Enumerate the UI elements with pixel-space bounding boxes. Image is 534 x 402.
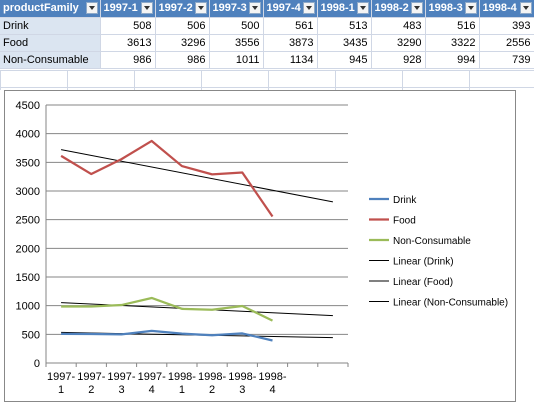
column-header-product-family[interactable]: productFamily	[0, 0, 101, 18]
legend-label: Linear (Food)	[393, 277, 453, 288]
chart-frame[interactable]: 0 500 1000 1500 2000 2500 3000 3500 4000 4500 1997…	[4, 90, 516, 402]
legend-label: Food	[393, 216, 416, 227]
filter-dropdown-icon[interactable]	[302, 2, 315, 14]
table-cell[interactable]: 393	[479, 17, 534, 35]
column-header-1997-2[interactable]: 1997-2	[155, 0, 210, 18]
table-cell[interactable]: 986	[155, 51, 210, 69]
y-tick-label: 2500	[16, 215, 40, 227]
x-tick-label: 2	[209, 384, 215, 396]
x-tick-label: 1997-	[138, 371, 166, 383]
row-label-cell[interactable]: Drink	[0, 17, 101, 35]
row-label-cell[interactable]: Food	[0, 34, 101, 52]
table-row: Food 3613 3296 3556 3873 3435 3290 3322 …	[0, 34, 534, 52]
x-tick-label: 1997-	[77, 371, 105, 383]
row-label-cell[interactable]: Non-Consumable	[0, 51, 101, 69]
table-header-row: productFamily 1997-1 1997-2 1997-3 1997-…	[0, 0, 534, 18]
x-tick-label: 1	[179, 384, 185, 396]
y-tick-label: 1500	[16, 272, 40, 284]
table-cell[interactable]: 3613	[100, 34, 156, 52]
y-tick-label: 1000	[16, 301, 40, 313]
column-header-1998-2[interactable]: 1998-2	[371, 0, 426, 18]
x-tick-label: 3	[239, 384, 245, 396]
y-tick-label: 500	[22, 329, 40, 341]
table-row: Non-Consumable 986 986 1011 1134 945 928…	[0, 51, 534, 69]
x-tick-label: 3	[118, 384, 124, 396]
column-header-label: 1998-2	[374, 2, 409, 15]
x-tick-label: 4	[269, 384, 275, 396]
table-cell[interactable]: 3290	[371, 34, 426, 52]
empty-grid-rows	[0, 70, 534, 90]
line-chart: 0 500 1000 1500 2000 2500 3000 3500 4000 4500 1997…	[16, 100, 509, 396]
table-cell[interactable]: 3556	[209, 34, 264, 52]
column-header-label: 1998-1	[320, 2, 355, 15]
table-cell[interactable]: 516	[425, 17, 480, 35]
table-cell[interactable]: 1134	[263, 51, 318, 69]
table-cell[interactable]: 513	[317, 17, 372, 35]
column-header-label: 1997-4	[266, 2, 301, 15]
table-cell[interactable]: 506	[155, 17, 210, 35]
series-line	[60, 139, 274, 218]
column-header-1998-4[interactable]: 1998-4	[479, 0, 534, 18]
x-tick-label: 2	[88, 384, 94, 396]
table-cell[interactable]: 994	[425, 51, 480, 69]
x-tick-label: 1998-	[228, 371, 256, 383]
filter-dropdown-icon[interactable]	[519, 2, 532, 14]
filter-dropdown-icon[interactable]	[248, 2, 261, 14]
table-cell[interactable]: 561	[263, 17, 318, 35]
column-header-label: 1997-3	[212, 2, 247, 15]
column-header-label: 1998-4	[482, 2, 517, 15]
pivot-table: productFamily 1997-1 1997-2 1997-3 1997-…	[0, 0, 534, 69]
y-tick-label: 4500	[16, 100, 40, 112]
filter-dropdown-icon[interactable]	[85, 2, 98, 14]
x-tick-label: 1998-	[198, 371, 226, 383]
y-tick-label: 0	[34, 358, 40, 370]
table-cell[interactable]: 945	[317, 51, 372, 69]
table-cell[interactable]: 928	[371, 51, 426, 69]
y-tick-label: 4000	[16, 129, 40, 141]
x-tick-label: 4	[149, 384, 155, 396]
table-cell[interactable]: 3435	[317, 34, 372, 52]
column-header-label: 1997-2	[158, 2, 193, 15]
legend-label: Linear (Non-Consumable)	[393, 298, 508, 309]
y-tick-label: 2000	[16, 243, 40, 255]
column-header-1997-1[interactable]: 1997-1	[100, 0, 156, 18]
legend-label: Linear (Drink)	[393, 257, 454, 268]
series-line	[61, 329, 273, 342]
table-cell[interactable]: 739	[479, 51, 534, 69]
column-header-1998-3[interactable]: 1998-3	[425, 0, 480, 18]
table-cell[interactable]: 483	[371, 17, 426, 35]
column-header-label: 1998-3	[428, 2, 463, 15]
trendline	[61, 149, 333, 203]
table-cell[interactable]: 3322	[425, 34, 480, 52]
table-cell[interactable]: 2556	[479, 34, 534, 52]
filter-dropdown-icon[interactable]	[194, 2, 207, 14]
table-cell[interactable]: 986	[100, 51, 156, 69]
column-header-1997-4[interactable]: 1997-4	[263, 0, 318, 18]
column-header-label: 1997-1	[103, 2, 138, 15]
filter-dropdown-icon[interactable]	[356, 2, 369, 14]
x-tick-label: 1997-	[107, 371, 135, 383]
legend-label: Drink	[393, 195, 417, 206]
x-tick-label: 1	[58, 384, 64, 396]
table-cell[interactable]: 500	[209, 17, 264, 35]
x-tick-label: 1997-	[47, 371, 75, 383]
filter-dropdown-icon[interactable]	[140, 2, 153, 14]
table-cell[interactable]: 508	[100, 17, 156, 35]
series-line	[61, 296, 273, 322]
filter-dropdown-icon[interactable]	[410, 2, 423, 14]
y-tick-label: 3000	[16, 186, 40, 198]
table-row: Drink 508 506 500 561 513 483 516 393	[0, 17, 534, 35]
x-tick-label: 1998-	[258, 371, 286, 383]
table-cell[interactable]: 3296	[155, 34, 210, 52]
table-cell[interactable]: 3873	[263, 34, 318, 52]
column-header-label: productFamily	[3, 2, 79, 15]
x-tick-label: 1998-	[168, 371, 196, 383]
column-header-1997-3[interactable]: 1997-3	[209, 0, 264, 18]
legend-label: Non-Consumable	[393, 236, 471, 247]
y-tick-label: 3500	[16, 157, 40, 169]
filter-dropdown-icon[interactable]	[464, 2, 477, 14]
column-header-1998-1[interactable]: 1998-1	[317, 0, 372, 18]
table-cell[interactable]: 1011	[209, 51, 264, 69]
